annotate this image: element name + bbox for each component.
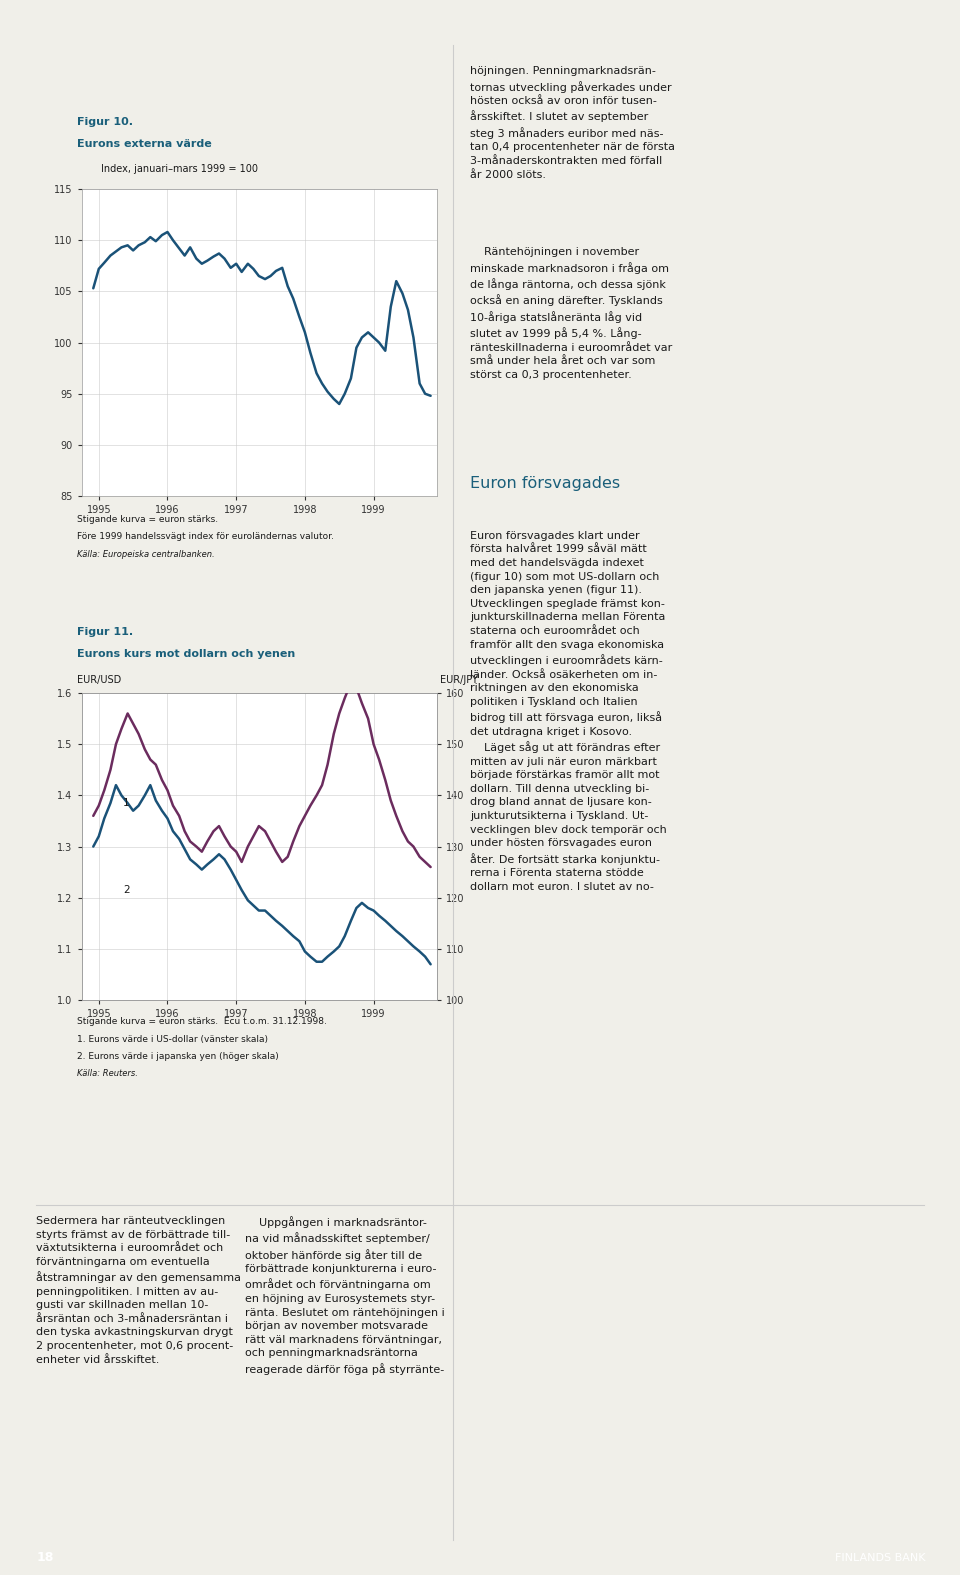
Text: höjningen. Penningmarknadsrän-
tornas utveckling påverkades under
hösten också a: höjningen. Penningmarknadsrän- tornas ut…	[470, 66, 676, 180]
Text: Figur 11.: Figur 11.	[77, 627, 132, 636]
Text: Figur 10.: Figur 10.	[77, 117, 132, 126]
Text: Euron försvagades klart under
första halvåret 1999 såväl mätt
med det handelsväg: Euron försvagades klart under första hal…	[470, 531, 667, 891]
Text: Före 1999 handelssvägt index för euroländernas valutor.: Före 1999 handelssvägt index för eurolän…	[77, 532, 334, 542]
Text: EUR/USD: EUR/USD	[77, 676, 121, 685]
Text: 1. Eurons värde i US-dollar (vänster skala): 1. Eurons värde i US-dollar (vänster ska…	[77, 1035, 268, 1044]
Text: Räntehöjningen i november
minskade marknadsoron i fråga om
de långa räntorna, oc: Räntehöjningen i november minskade markn…	[470, 247, 673, 380]
Text: Uppgången i marknadsräntor-
na vid månadsskiftet september/
oktober hänförde sig: Uppgången i marknadsräntor- na vid månad…	[245, 1216, 444, 1375]
Text: Källa: Europeiska centralbanken.: Källa: Europeiska centralbanken.	[77, 550, 214, 559]
Text: Stigande kurva = euron stärks.  Ecu t.o.m. 31.12.1998.: Stigande kurva = euron stärks. Ecu t.o.m…	[77, 1017, 326, 1027]
Text: Stigande kurva = euron stärks.: Stigande kurva = euron stärks.	[77, 515, 218, 524]
Text: 1: 1	[123, 797, 130, 808]
Text: EUR/JPY: EUR/JPY	[441, 676, 478, 685]
Text: Eurons kurs mot dollarn och yenen: Eurons kurs mot dollarn och yenen	[77, 649, 295, 658]
Text: 18: 18	[36, 1551, 54, 1564]
Text: Euron försvagades: Euron försvagades	[470, 476, 620, 491]
Text: Eurons externa värde: Eurons externa värde	[77, 139, 211, 148]
Text: 2: 2	[123, 885, 130, 895]
Text: Sedermera har ränteutvecklingen
styrts främst av de förbättrade till-
växtutsikt: Sedermera har ränteutvecklingen styrts f…	[36, 1216, 242, 1364]
Text: Index, januari–mars 1999 = 100: Index, januari–mars 1999 = 100	[101, 164, 258, 173]
Text: Källa: Reuters.: Källa: Reuters.	[77, 1069, 137, 1079]
Text: 2. Eurons värde i japanska yen (höger skala): 2. Eurons värde i japanska yen (höger sk…	[77, 1052, 278, 1062]
Text: FINLANDS BANK: FINLANDS BANK	[835, 1553, 925, 1562]
